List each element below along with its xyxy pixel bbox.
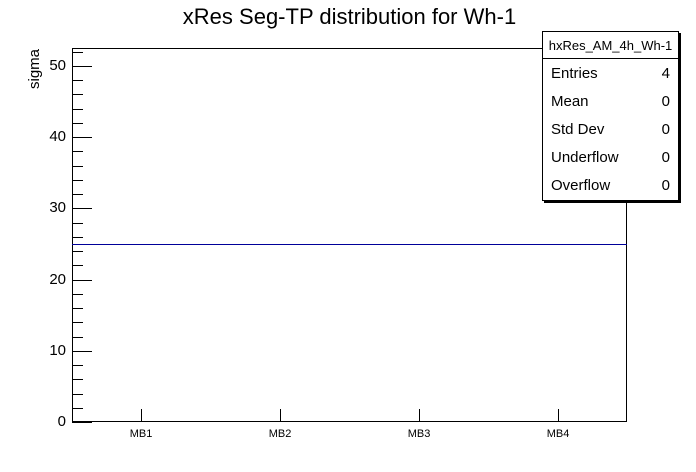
stats-row-stddev: Std Dev 0 bbox=[543, 115, 678, 143]
plot-frame bbox=[72, 48, 627, 422]
y-minor-tick bbox=[72, 322, 83, 323]
stats-value: 0 bbox=[661, 149, 670, 167]
y-major-tick bbox=[72, 351, 92, 352]
stats-rows: Entries 4 Mean 0 Std Dev 0 Underflow 0 O… bbox=[543, 59, 678, 200]
y-minor-tick bbox=[72, 237, 83, 238]
stats-row-overflow: Overflow 0 bbox=[543, 172, 678, 200]
y-tick-label: 10 bbox=[49, 342, 66, 359]
x-tick-label: MB4 bbox=[546, 428, 570, 440]
y-major-tick bbox=[72, 137, 92, 138]
y-tick-label: 30 bbox=[49, 199, 66, 216]
x-tick bbox=[141, 409, 142, 422]
x-tick-label: MB2 bbox=[268, 428, 292, 440]
x-tick-label: MB3 bbox=[407, 428, 431, 440]
stats-value: 0 bbox=[661, 121, 670, 138]
y-major-tick bbox=[72, 66, 92, 67]
chart-title: xRes Seg-TP distribution for Wh-1 bbox=[182, 4, 517, 29]
y-minor-tick bbox=[72, 365, 83, 366]
stats-box-header: hxRes_AM_4h_Wh-1 bbox=[543, 32, 678, 59]
y-major-tick bbox=[72, 280, 92, 281]
y-tick-label: 20 bbox=[49, 271, 66, 288]
stats-label: Underflow bbox=[551, 149, 619, 167]
y-tick-label: 0 bbox=[57, 413, 66, 430]
stats-label: Overflow bbox=[551, 177, 611, 195]
stats-row-mean: Mean 0 bbox=[543, 87, 678, 115]
y-minor-tick bbox=[72, 251, 83, 252]
x-tick-label: MB1 bbox=[129, 428, 153, 440]
stats-label: Mean bbox=[551, 92, 589, 110]
y-minor-tick bbox=[72, 123, 83, 124]
y-minor-tick bbox=[72, 94, 83, 95]
y-tick-label: 40 bbox=[49, 128, 66, 145]
stats-row-entries: Entries 4 bbox=[543, 59, 678, 87]
y-minor-tick bbox=[72, 337, 83, 338]
y-minor-tick bbox=[72, 294, 83, 295]
y-minor-tick bbox=[72, 265, 83, 266]
histogram-line-segment bbox=[211, 244, 350, 245]
x-tick bbox=[558, 409, 559, 422]
y-minor-tick bbox=[72, 166, 83, 167]
x-tick bbox=[280, 409, 281, 422]
y-major-tick bbox=[72, 422, 92, 423]
y-minor-tick bbox=[72, 408, 83, 409]
y-minor-tick bbox=[72, 80, 83, 81]
stats-value: 0 bbox=[661, 92, 670, 110]
x-tick bbox=[419, 409, 420, 422]
y-minor-tick bbox=[72, 308, 83, 309]
y-minor-tick bbox=[72, 180, 83, 181]
histogram-line-segment bbox=[488, 244, 627, 245]
stats-row-underflow: Underflow 0 bbox=[543, 144, 678, 172]
stats-box: hxRes_AM_4h_Wh-1 Entries 4 Mean 0 Std De… bbox=[542, 31, 679, 201]
y-tick-label: 50 bbox=[49, 57, 66, 74]
stats-label: Entries bbox=[551, 64, 598, 82]
histogram-line-segment bbox=[350, 244, 488, 245]
y-minor-tick bbox=[72, 194, 83, 195]
stats-value: 0 bbox=[661, 177, 670, 195]
y-minor-tick bbox=[72, 109, 83, 110]
y-minor-tick bbox=[72, 394, 83, 395]
histogram-line-segment bbox=[72, 244, 211, 245]
stats-label: Std Dev bbox=[551, 121, 605, 138]
y-minor-tick bbox=[72, 223, 83, 224]
y-minor-tick bbox=[72, 379, 83, 380]
stats-value: 4 bbox=[661, 64, 670, 82]
y-minor-tick bbox=[72, 52, 83, 53]
y-minor-tick bbox=[72, 151, 83, 152]
y-major-tick bbox=[72, 208, 92, 209]
